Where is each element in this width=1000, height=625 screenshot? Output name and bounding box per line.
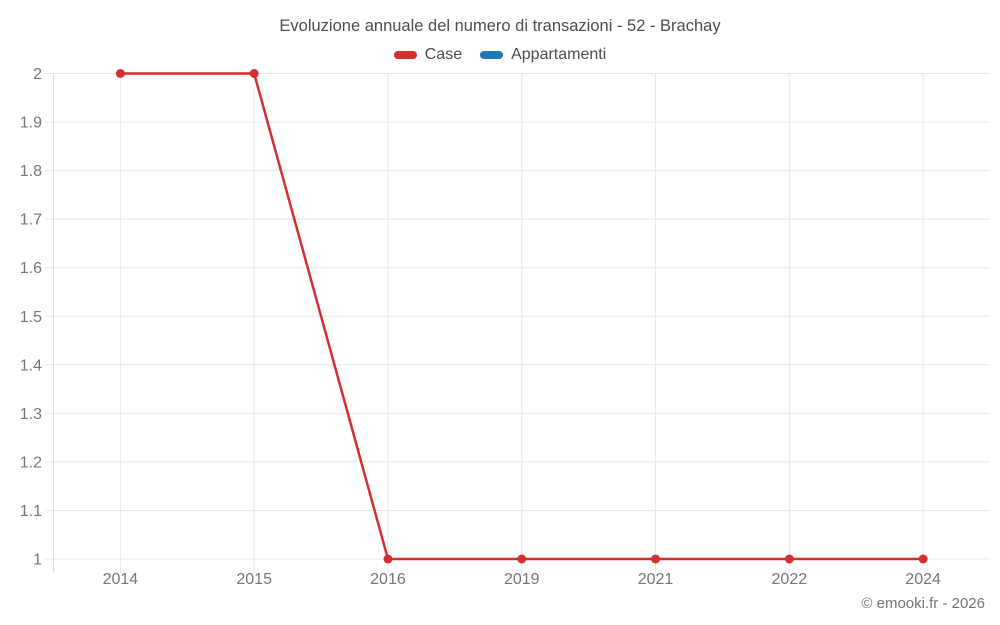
- y-tick-label: 1: [33, 552, 42, 569]
- y-tick-label: 1.4: [20, 357, 42, 374]
- y-tick-label: 1.9: [20, 115, 42, 132]
- gridlines: [45, 73, 990, 573]
- data-point-case[interactable]: [115, 69, 125, 78]
- legend-label-appartamenti: Appartamenti: [511, 46, 607, 63]
- chart-title: Evoluzione annuale del numero di transaz…: [279, 17, 721, 35]
- y-tick-label: 1.2: [20, 454, 42, 471]
- legend-item-appartamenti[interactable]: Appartamenti: [480, 46, 606, 64]
- data-point-case[interactable]: [651, 554, 661, 564]
- y-tick-label: 1.6: [20, 260, 42, 277]
- y-tick-label: 1.5: [20, 309, 42, 326]
- watermark: © emooki.fr - 2026: [861, 595, 985, 612]
- legend-swatch-appartamenti: [480, 51, 504, 59]
- data-point-case[interactable]: [918, 554, 928, 564]
- x-tick-label: 2014: [103, 571, 139, 588]
- data-point-case[interactable]: [784, 554, 794, 564]
- x-tick-label: 2024: [905, 571, 941, 588]
- legend-item-case[interactable]: Case: [393, 46, 463, 64]
- y-tick-label: 1.7: [20, 212, 42, 229]
- x-tick-label: 2019: [504, 571, 540, 588]
- x-tick-label: 2015: [236, 571, 272, 588]
- legend-label-case: Case: [424, 46, 463, 63]
- data-point-case[interactable]: [517, 554, 527, 564]
- x-tick-label: 2016: [370, 571, 406, 588]
- x-tick-label: 2022: [772, 571, 808, 588]
- legend: Case Appartamenti: [0, 46, 1000, 64]
- y-tick-label: 1.3: [20, 406, 42, 423]
- legend-swatch-case: [393, 51, 417, 59]
- data-point-case[interactable]: [249, 69, 259, 78]
- y-tick-label: 1.8: [20, 163, 42, 180]
- y-tick-label: 2: [33, 66, 42, 83]
- y-tick-label: 1.1: [20, 503, 42, 520]
- data-point-case[interactable]: [383, 554, 393, 564]
- x-tick-label: 2021: [638, 571, 674, 588]
